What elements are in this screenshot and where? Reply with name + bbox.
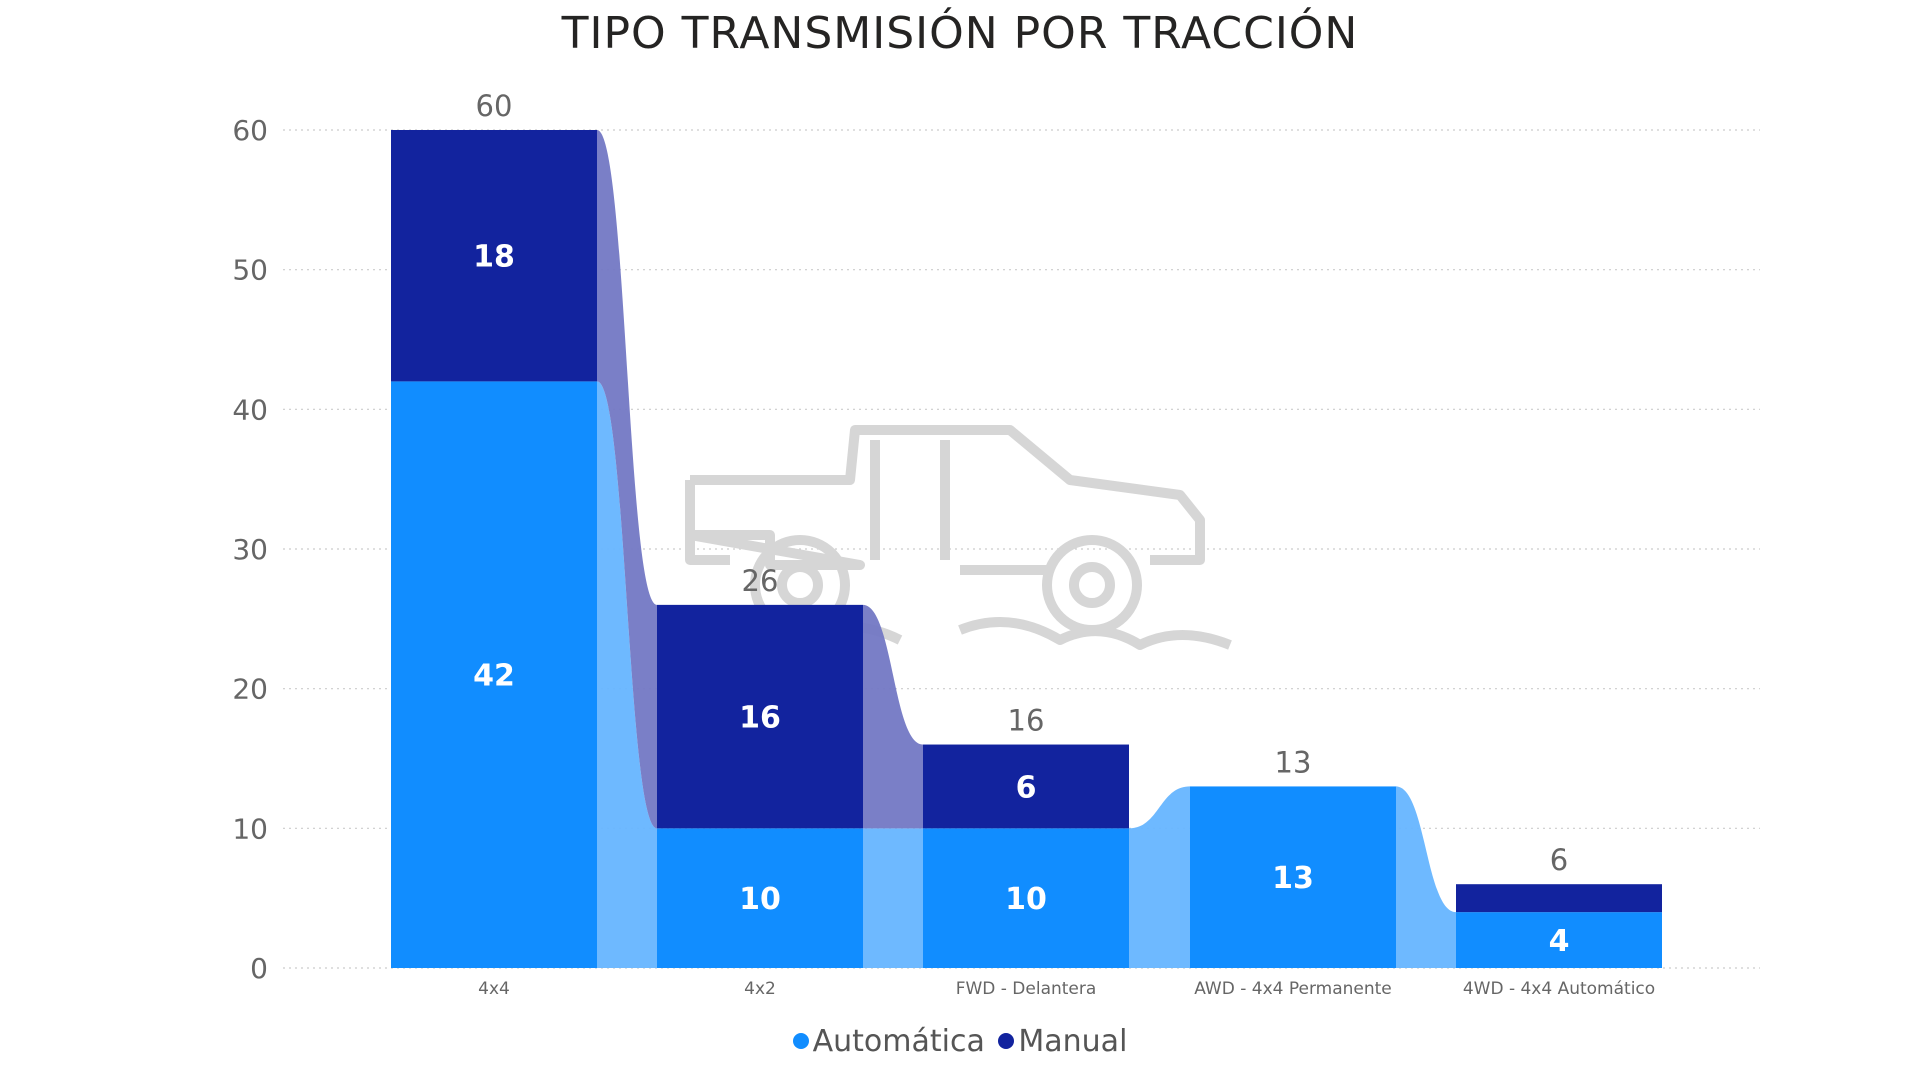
x-category-label: FWD - Delantera (956, 979, 1097, 999)
legend: Automática Manual (0, 1022, 1920, 1059)
y-tick-label: 50 (232, 254, 268, 287)
truck-wheel (1042, 535, 1142, 635)
total-label: 13 (1275, 745, 1312, 779)
total-label: 60 (476, 89, 513, 123)
segment-label: 16 (739, 701, 781, 736)
segment-label: 4 (1549, 924, 1570, 959)
y-tick-label: 0 (250, 952, 268, 985)
bar-segment-automática (1456, 912, 1662, 968)
total-label: 26 (742, 564, 779, 598)
x-category-label: 4x4 (478, 979, 510, 999)
total-label: 6 (1550, 843, 1568, 877)
bar-segment-manual (657, 604, 863, 829)
ribbon-automática (1129, 786, 1190, 968)
legend-label: Automática (812, 1023, 985, 1059)
bar-segment-automática (1190, 786, 1396, 968)
bar-segment-manual (391, 130, 597, 382)
bar-segment-manual (923, 744, 1129, 829)
segment-label: 6 (1016, 770, 1037, 805)
x-category-label: AWD - 4x4 Permanente (1194, 979, 1392, 999)
legend-marker-manual (998, 1033, 1015, 1049)
x-category-label: 4x2 (744, 979, 776, 999)
bar-segment-automática (657, 828, 863, 968)
y-tick-label: 30 (232, 533, 268, 566)
legend-item-automatica[interactable]: Automática (792, 1023, 985, 1059)
segment-label: 13 (1272, 861, 1314, 896)
segment-label: 42 (473, 659, 515, 694)
ribbon-automática (597, 381, 657, 968)
legend-marker-automatica (792, 1033, 809, 1049)
truck-hub (777, 562, 823, 608)
ribbon-manual (863, 604, 923, 829)
legend-item-manual[interactable]: Manual (998, 1024, 1127, 1059)
y-tick-label: 10 (232, 812, 268, 845)
truck-watermark-icon (685, 425, 1232, 650)
y-tick-label: 40 (232, 393, 268, 426)
segment-label: 18 (473, 240, 515, 275)
x-category-label: 4WD - 4x4 Automático (1463, 979, 1655, 999)
truck-hub (1069, 562, 1115, 608)
ribbon-automática (1396, 786, 1456, 968)
segment-label: 10 (1005, 882, 1047, 917)
total-label: 16 (1008, 704, 1045, 738)
segment-label: 10 (739, 882, 781, 917)
y-tick-label: 20 (232, 673, 268, 706)
bar-segment-manual (1456, 884, 1662, 913)
bar-segment-automática (923, 828, 1129, 968)
ribbon-manual (597, 130, 657, 829)
legend-label: Manual (1018, 1023, 1128, 1059)
bar-segment-automática (391, 381, 597, 968)
y-tick-label: 60 (232, 114, 268, 147)
ribbon-automática (863, 828, 923, 968)
chart-title: TIPO TRANSMISIÓN POR TRACCIÓN (561, 8, 1359, 59)
truck-lines (685, 440, 1050, 575)
